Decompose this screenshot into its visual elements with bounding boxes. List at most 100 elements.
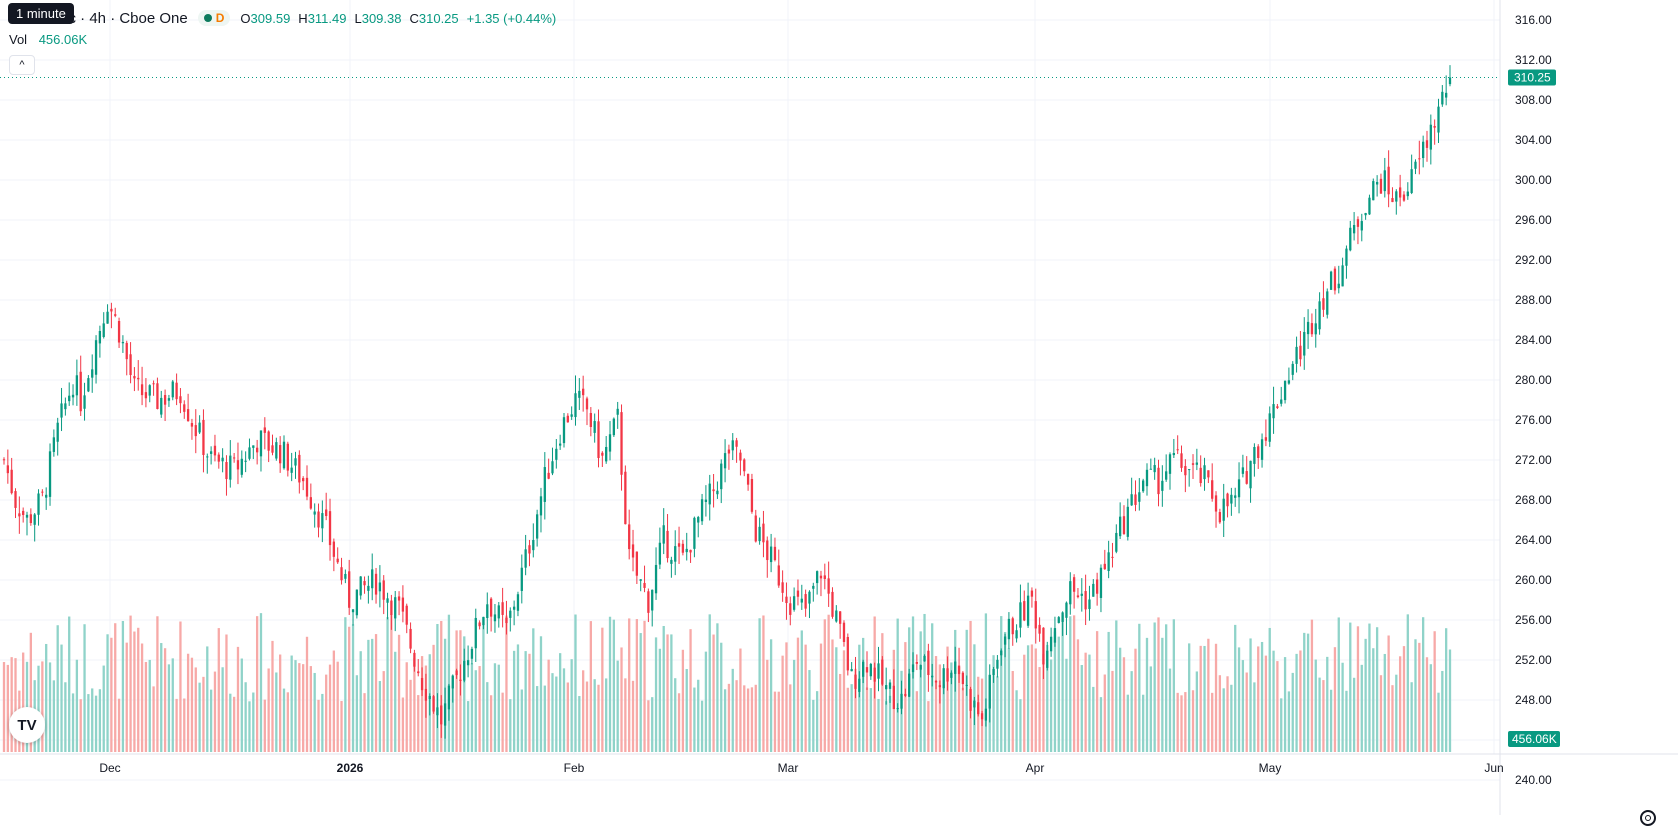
volume-bar xyxy=(931,623,934,752)
volume-bar xyxy=(6,664,9,752)
candle xyxy=(631,529,635,572)
candle xyxy=(75,359,79,406)
candle xyxy=(455,668,458,679)
volume-bar xyxy=(1180,695,1183,752)
candle xyxy=(1433,119,1436,145)
candle xyxy=(137,360,140,391)
volume-label: Vol xyxy=(9,32,28,47)
candle xyxy=(862,659,865,684)
candle xyxy=(225,455,228,496)
volume-bar xyxy=(302,664,305,752)
volume-bar xyxy=(25,661,29,752)
volume-bar xyxy=(440,620,443,752)
volume-bar xyxy=(1023,654,1026,752)
market-status[interactable]: D xyxy=(197,10,231,26)
gear-icon[interactable] xyxy=(1640,810,1656,826)
volume-bar xyxy=(885,701,888,752)
volume-bar xyxy=(232,696,236,752)
volume-bar xyxy=(194,667,197,752)
candle xyxy=(766,536,769,578)
candle xyxy=(869,662,872,680)
tradingview-logo[interactable]: TV xyxy=(9,707,45,743)
candle xyxy=(877,646,880,692)
candle xyxy=(1406,182,1409,200)
volume-bar xyxy=(512,650,516,752)
volume-bar xyxy=(1333,647,1337,752)
candle xyxy=(1011,616,1014,646)
candle xyxy=(52,429,56,457)
candle xyxy=(1099,564,1103,613)
volume-bar xyxy=(1107,631,1110,752)
volume-bar xyxy=(869,688,872,752)
volume-bar xyxy=(1337,617,1340,752)
candle xyxy=(37,489,40,526)
volume-bar xyxy=(1111,670,1114,752)
candle xyxy=(873,662,876,699)
volume-bar xyxy=(777,691,780,752)
volume-bar xyxy=(348,626,351,752)
volume-bar xyxy=(1341,662,1344,752)
candle xyxy=(980,710,984,727)
volume-bar xyxy=(221,667,224,752)
volume-bar xyxy=(750,687,754,752)
volume-bar xyxy=(620,647,623,752)
volume-bar xyxy=(1379,675,1383,752)
candle xyxy=(1218,508,1222,524)
volume-bar xyxy=(171,658,174,752)
price-axis[interactable]: 316.00 312.00 308.00 304.00 300.00 296.00 292.… xyxy=(0,0,1560,815)
volume-bar xyxy=(812,699,815,752)
candle xyxy=(800,584,803,610)
candle xyxy=(915,654,919,671)
volume-bar xyxy=(1429,664,1432,752)
volume-bar xyxy=(1387,635,1390,752)
volume-value: 456.06K xyxy=(38,32,88,47)
candle xyxy=(1130,477,1133,506)
volume-bar xyxy=(1145,637,1149,752)
symbol-legend: Inc · 4h · Cboe One D O309.59 H311.49 L3… xyxy=(56,7,556,29)
last-volume-label: 456.06K xyxy=(1512,732,1557,746)
candle xyxy=(1379,173,1383,194)
candle xyxy=(167,394,171,407)
candle xyxy=(1387,150,1390,208)
candle xyxy=(819,570,823,597)
candle xyxy=(1264,419,1268,447)
candle xyxy=(1145,463,1149,496)
candle xyxy=(1414,159,1417,175)
time-axis[interactable]: Dec 2026 Feb Mar Apr May Jun xyxy=(0,753,1678,775)
volume-bar xyxy=(1161,637,1164,752)
candle xyxy=(305,465,309,501)
candle xyxy=(1349,220,1352,252)
volume-bar xyxy=(658,648,662,752)
collapse-legend-button[interactable]: ^ xyxy=(9,55,35,75)
candle xyxy=(543,452,546,520)
candle xyxy=(846,633,849,676)
candle xyxy=(6,449,9,484)
candle xyxy=(1437,98,1440,143)
candle xyxy=(206,453,209,474)
symbol-title[interactable]: Inc · 4h · Cboe One xyxy=(56,9,188,27)
volume-bar xyxy=(1345,690,1348,752)
candle xyxy=(160,390,163,418)
volume-bar xyxy=(1049,659,1053,752)
volume-bar xyxy=(371,638,374,752)
volume-bar xyxy=(1360,664,1363,752)
volume-bar xyxy=(815,691,819,752)
volume-bar xyxy=(313,672,316,752)
volume-bar xyxy=(1007,648,1011,752)
volume-bar xyxy=(1422,617,1425,752)
volume-bar xyxy=(1364,638,1367,752)
volume-bar xyxy=(52,680,56,752)
candle xyxy=(232,453,236,463)
volume-bar xyxy=(114,623,117,752)
candle xyxy=(704,485,708,517)
volume-bar xyxy=(255,616,259,752)
volume-bar xyxy=(94,695,98,752)
candle xyxy=(474,608,477,662)
volume-bar xyxy=(1103,674,1106,752)
candle xyxy=(838,610,842,639)
candle xyxy=(221,448,224,473)
volume-bar xyxy=(677,693,681,752)
volume-bar xyxy=(1433,631,1436,752)
volume-bar xyxy=(559,653,562,752)
